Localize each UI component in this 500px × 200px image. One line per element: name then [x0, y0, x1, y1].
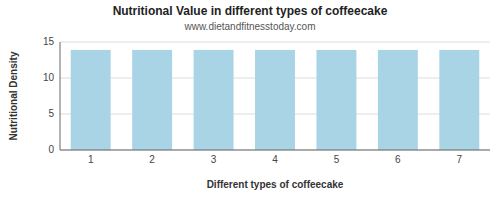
x-tick-label: 6	[395, 154, 401, 165]
y-axis-label: Nutritional Density	[8, 51, 19, 140]
bar	[71, 50, 111, 150]
title: Nutritional Value in different types of …	[113, 4, 388, 18]
x-tick-label: 3	[211, 154, 217, 165]
chart-container: 0 5 10 15 1 2 3 4 5 6 7 Nutritional Value in differ…	[0, 0, 500, 200]
x-tick-label: 2	[149, 154, 155, 165]
x-tick-label: 5	[334, 154, 340, 165]
bar	[378, 50, 418, 150]
bar	[255, 50, 295, 150]
y-ticks: 0 5 10 15	[43, 36, 55, 155]
bar	[439, 50, 479, 150]
y-tick-label: 15	[43, 36, 55, 47]
bar	[316, 50, 356, 150]
y-axis-line	[60, 42, 61, 150]
x-ticks: 1 2 3 4 5 6 7	[88, 154, 463, 165]
bar	[132, 50, 172, 150]
chart: 0 5 10 15 1 2 3 4 5 6 7 Nutritional Value in differ…	[0, 0, 500, 200]
x-tick-label: 1	[88, 154, 94, 165]
grid-line	[60, 150, 490, 151]
y-tick-label: 10	[43, 72, 55, 83]
subtitle: www.dietandfitnesstoday.com	[184, 21, 316, 32]
x-tick-label: 4	[272, 154, 278, 165]
x-axis-label: Different types of coffeecake	[207, 179, 344, 190]
x-axis-line	[60, 150, 490, 151]
bars	[71, 50, 480, 150]
grid-line	[60, 42, 490, 43]
bar	[194, 50, 234, 150]
y-tick-label: 5	[48, 108, 54, 119]
y-grid	[60, 42, 490, 150]
y-tick-label: 0	[48, 144, 54, 155]
x-tick-label: 7	[457, 154, 463, 165]
